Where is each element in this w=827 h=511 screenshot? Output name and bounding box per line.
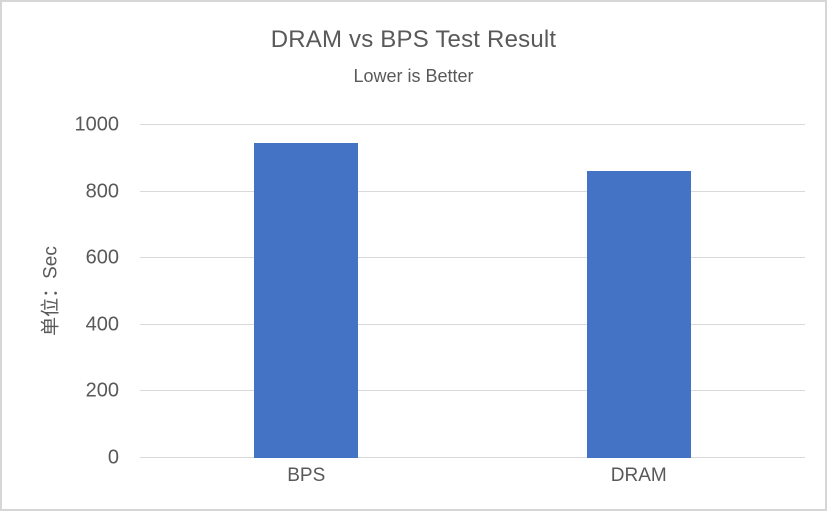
x-tick-label-bps: BPS <box>287 465 326 486</box>
y-tick-label: 600 <box>85 246 119 269</box>
y-tick-label: 200 <box>85 379 119 402</box>
gridline <box>140 190 805 192</box>
chart-subtitle: Lower is Better <box>353 66 474 86</box>
x-tick-label-dram: DRAM <box>610 465 667 486</box>
bar-slot-dram <box>473 125 806 458</box>
y-tick-label: 0 <box>107 446 119 469</box>
plot-area <box>140 124 805 458</box>
x-axis-category-labels: BPS DRAM <box>140 465 805 487</box>
gridline <box>140 124 805 125</box>
y-axis-tick-labels: 0 200 400 600 800 1000 <box>2 114 120 469</box>
bar-series <box>140 125 805 458</box>
chart-title: DRAM vs BPS Test Result <box>270 26 557 53</box>
bar-slot-bps <box>140 125 473 458</box>
gridline <box>140 257 805 259</box>
y-tick-label: 800 <box>85 180 119 203</box>
gridline <box>140 390 805 392</box>
y-tick-label: 400 <box>85 313 119 336</box>
gridline <box>140 323 805 325</box>
y-tick-label: 1000 <box>74 113 120 136</box>
bar-bps <box>254 143 359 458</box>
gridline <box>140 457 805 458</box>
bar-dram <box>586 170 691 458</box>
